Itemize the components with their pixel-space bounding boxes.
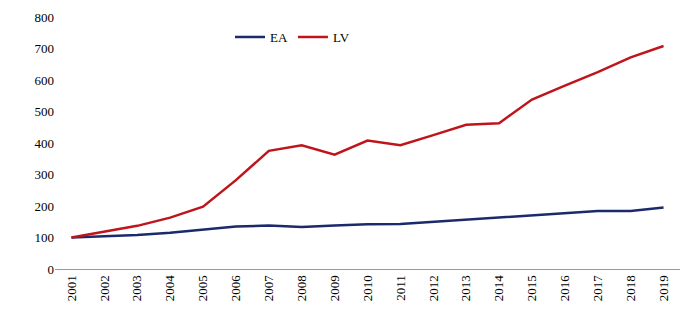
svg-text:LV: LV xyxy=(333,30,350,45)
svg-text:2019: 2019 xyxy=(656,275,671,301)
svg-text:2002: 2002 xyxy=(97,275,112,301)
svg-text:2008: 2008 xyxy=(294,275,309,301)
svg-text:600: 600 xyxy=(35,73,55,88)
svg-text:2014: 2014 xyxy=(491,275,506,302)
svg-text:2011: 2011 xyxy=(393,275,408,301)
svg-text:2015: 2015 xyxy=(524,275,539,301)
svg-text:200: 200 xyxy=(35,199,55,214)
svg-text:700: 700 xyxy=(35,41,55,56)
svg-text:2005: 2005 xyxy=(195,275,210,301)
svg-text:800: 800 xyxy=(35,10,55,25)
svg-text:2016: 2016 xyxy=(557,275,572,302)
svg-text:2001: 2001 xyxy=(64,275,79,301)
svg-text:2004: 2004 xyxy=(162,275,177,302)
svg-text:2009: 2009 xyxy=(327,275,342,301)
svg-text:400: 400 xyxy=(35,136,55,151)
svg-text:2010: 2010 xyxy=(360,275,375,301)
svg-text:2018: 2018 xyxy=(623,275,638,301)
svg-text:500: 500 xyxy=(35,104,55,119)
svg-text:EA: EA xyxy=(270,30,288,45)
svg-text:300: 300 xyxy=(35,167,55,182)
svg-text:2017: 2017 xyxy=(590,275,605,302)
svg-text:2012: 2012 xyxy=(426,275,441,301)
svg-text:2013: 2013 xyxy=(458,275,473,301)
svg-text:2006: 2006 xyxy=(228,275,243,302)
svg-text:100: 100 xyxy=(35,230,55,245)
svg-text:0: 0 xyxy=(48,262,55,277)
svg-text:2003: 2003 xyxy=(129,275,144,301)
svg-text:2007: 2007 xyxy=(261,275,276,302)
